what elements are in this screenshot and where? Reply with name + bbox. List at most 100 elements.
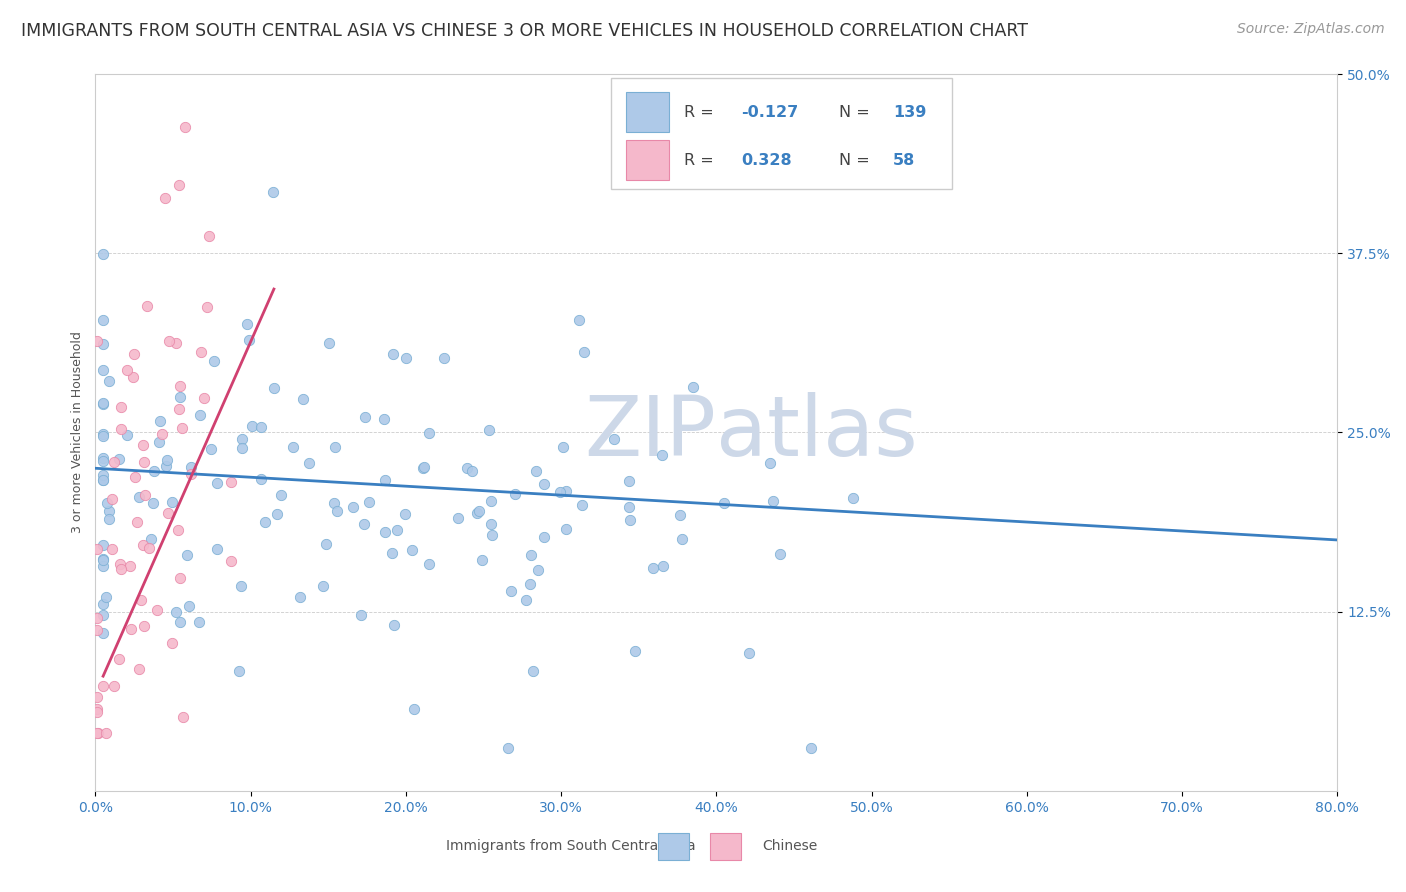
Point bbox=[250, 419, 273, 434]
Point bbox=[395, 351, 418, 365]
Point bbox=[91, 626, 114, 640]
Point bbox=[353, 516, 375, 531]
Point bbox=[91, 473, 114, 487]
Point bbox=[572, 345, 595, 359]
Point bbox=[139, 533, 162, 547]
Point bbox=[418, 425, 440, 440]
Point bbox=[219, 475, 242, 490]
Point bbox=[394, 507, 416, 521]
Point bbox=[401, 542, 423, 557]
Point bbox=[231, 432, 253, 446]
Point bbox=[172, 421, 194, 435]
Bar bbox=[626, 92, 669, 132]
Text: 139: 139 bbox=[893, 104, 927, 120]
Point bbox=[103, 454, 125, 468]
Point bbox=[205, 476, 228, 491]
Point bbox=[134, 488, 156, 502]
Point bbox=[91, 397, 114, 411]
Point bbox=[207, 542, 229, 557]
Point bbox=[153, 191, 176, 205]
Point bbox=[149, 415, 172, 429]
Point bbox=[291, 392, 314, 406]
Point bbox=[86, 334, 108, 348]
Point bbox=[758, 456, 780, 470]
Point bbox=[533, 476, 555, 491]
Point bbox=[156, 506, 179, 520]
Point bbox=[283, 441, 305, 455]
Point bbox=[155, 458, 177, 473]
Point bbox=[188, 615, 211, 630]
Point bbox=[142, 495, 165, 509]
Point bbox=[315, 537, 337, 551]
Point bbox=[353, 410, 375, 425]
Point bbox=[318, 336, 340, 351]
Point bbox=[91, 428, 114, 442]
Point bbox=[515, 592, 537, 607]
Point bbox=[373, 412, 395, 426]
Point bbox=[519, 577, 541, 591]
Point bbox=[101, 491, 124, 506]
Point bbox=[193, 391, 215, 405]
Point bbox=[91, 313, 114, 327]
Point bbox=[132, 438, 155, 452]
Point bbox=[496, 740, 519, 755]
Point bbox=[762, 494, 785, 508]
Point bbox=[134, 619, 156, 633]
Point bbox=[524, 464, 547, 478]
Point bbox=[236, 317, 259, 331]
Point bbox=[381, 546, 404, 560]
Point bbox=[122, 370, 145, 384]
Point bbox=[98, 504, 121, 518]
Point bbox=[91, 337, 114, 351]
Point bbox=[479, 517, 502, 532]
Point bbox=[91, 454, 114, 468]
Point bbox=[127, 515, 149, 529]
Point bbox=[128, 662, 150, 676]
Point bbox=[533, 530, 555, 544]
Point bbox=[180, 459, 202, 474]
Point bbox=[86, 611, 108, 625]
Point bbox=[132, 455, 155, 469]
Point bbox=[169, 390, 191, 404]
Text: ZIP: ZIP bbox=[585, 392, 717, 473]
Point bbox=[176, 548, 198, 562]
Point bbox=[86, 542, 108, 557]
Point bbox=[180, 467, 202, 482]
Point bbox=[263, 381, 285, 395]
Point bbox=[270, 488, 292, 502]
Point bbox=[166, 523, 188, 537]
Point bbox=[323, 440, 346, 454]
Text: R =: R = bbox=[685, 153, 714, 168]
Point bbox=[132, 537, 155, 551]
Point bbox=[468, 504, 491, 518]
Text: 58: 58 bbox=[893, 153, 915, 168]
Point bbox=[162, 636, 184, 650]
Point bbox=[651, 449, 673, 463]
Point bbox=[195, 300, 218, 314]
Point bbox=[115, 428, 138, 442]
Point bbox=[603, 433, 626, 447]
Point bbox=[249, 472, 271, 486]
Point bbox=[412, 461, 434, 475]
Point bbox=[91, 553, 114, 567]
Point bbox=[87, 726, 110, 740]
Text: R =: R = bbox=[685, 104, 714, 120]
Point bbox=[91, 362, 114, 376]
Point bbox=[671, 532, 693, 546]
Point bbox=[128, 490, 150, 504]
Bar bbox=[626, 140, 669, 180]
Point bbox=[167, 402, 190, 417]
Point bbox=[91, 473, 114, 487]
Point bbox=[96, 496, 118, 510]
Point bbox=[554, 484, 576, 499]
Point bbox=[623, 643, 645, 657]
Point bbox=[298, 456, 321, 470]
Point bbox=[165, 336, 187, 351]
Point bbox=[169, 379, 191, 393]
Point bbox=[374, 474, 396, 488]
Point bbox=[107, 451, 129, 466]
Point bbox=[108, 652, 131, 666]
Text: N =: N = bbox=[839, 153, 870, 168]
Point bbox=[456, 461, 478, 475]
Point bbox=[522, 664, 544, 678]
